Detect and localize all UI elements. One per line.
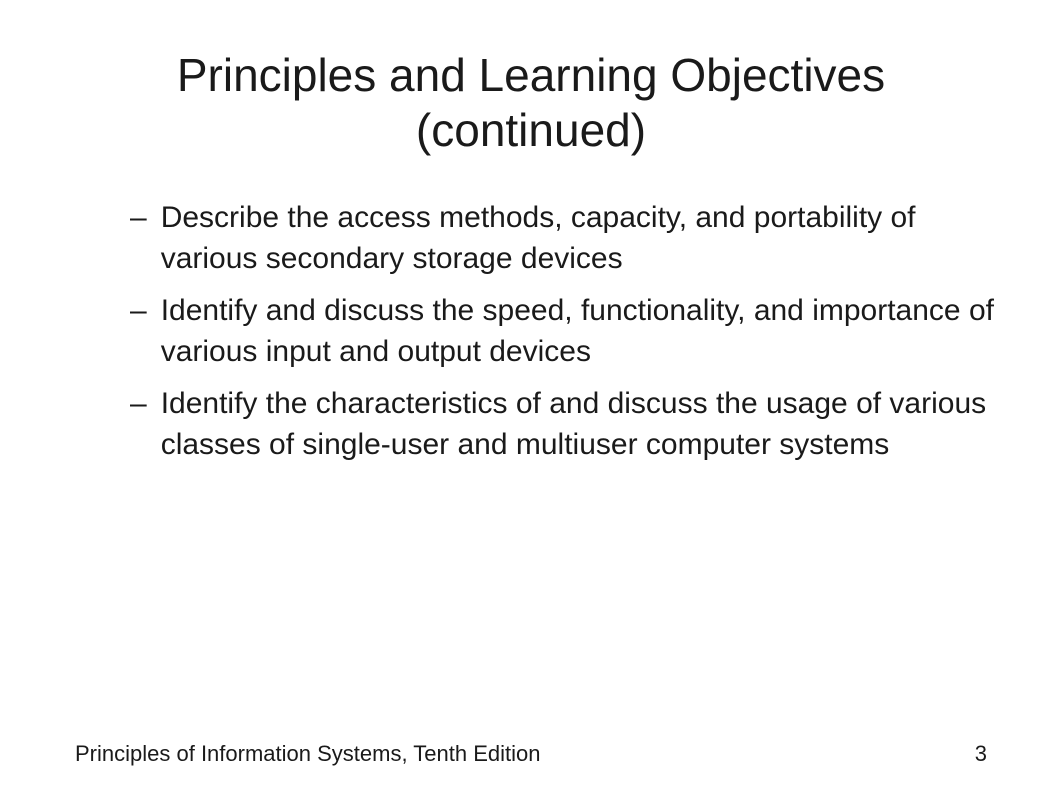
bullet-text: Identify and discuss the speed, function… <box>161 291 1002 372</box>
page-number: 3 <box>975 741 987 767</box>
slide-title: Principles and Learning Objectives (cont… <box>0 0 1062 158</box>
footer-book-title: Principles of Information Systems, Tenth… <box>75 741 540 767</box>
bullet-item: – Identify and discuss the speed, functi… <box>130 291 1002 372</box>
content-area: – Describe the access methods, capacity,… <box>0 158 1062 465</box>
bullet-dash: – <box>130 198 147 239</box>
bullet-text: Describe the access methods, capacity, a… <box>161 198 1002 279</box>
bullet-text: Identify the characteristics of and disc… <box>161 384 1002 465</box>
bullet-dash: – <box>130 384 147 425</box>
bullet-item: – Identify the characteristics of and di… <box>130 384 1002 465</box>
bullet-dash: – <box>130 291 147 332</box>
slide-footer: Principles of Information Systems, Tenth… <box>0 741 1062 767</box>
bullet-item: – Describe the access methods, capacity,… <box>130 198 1002 279</box>
